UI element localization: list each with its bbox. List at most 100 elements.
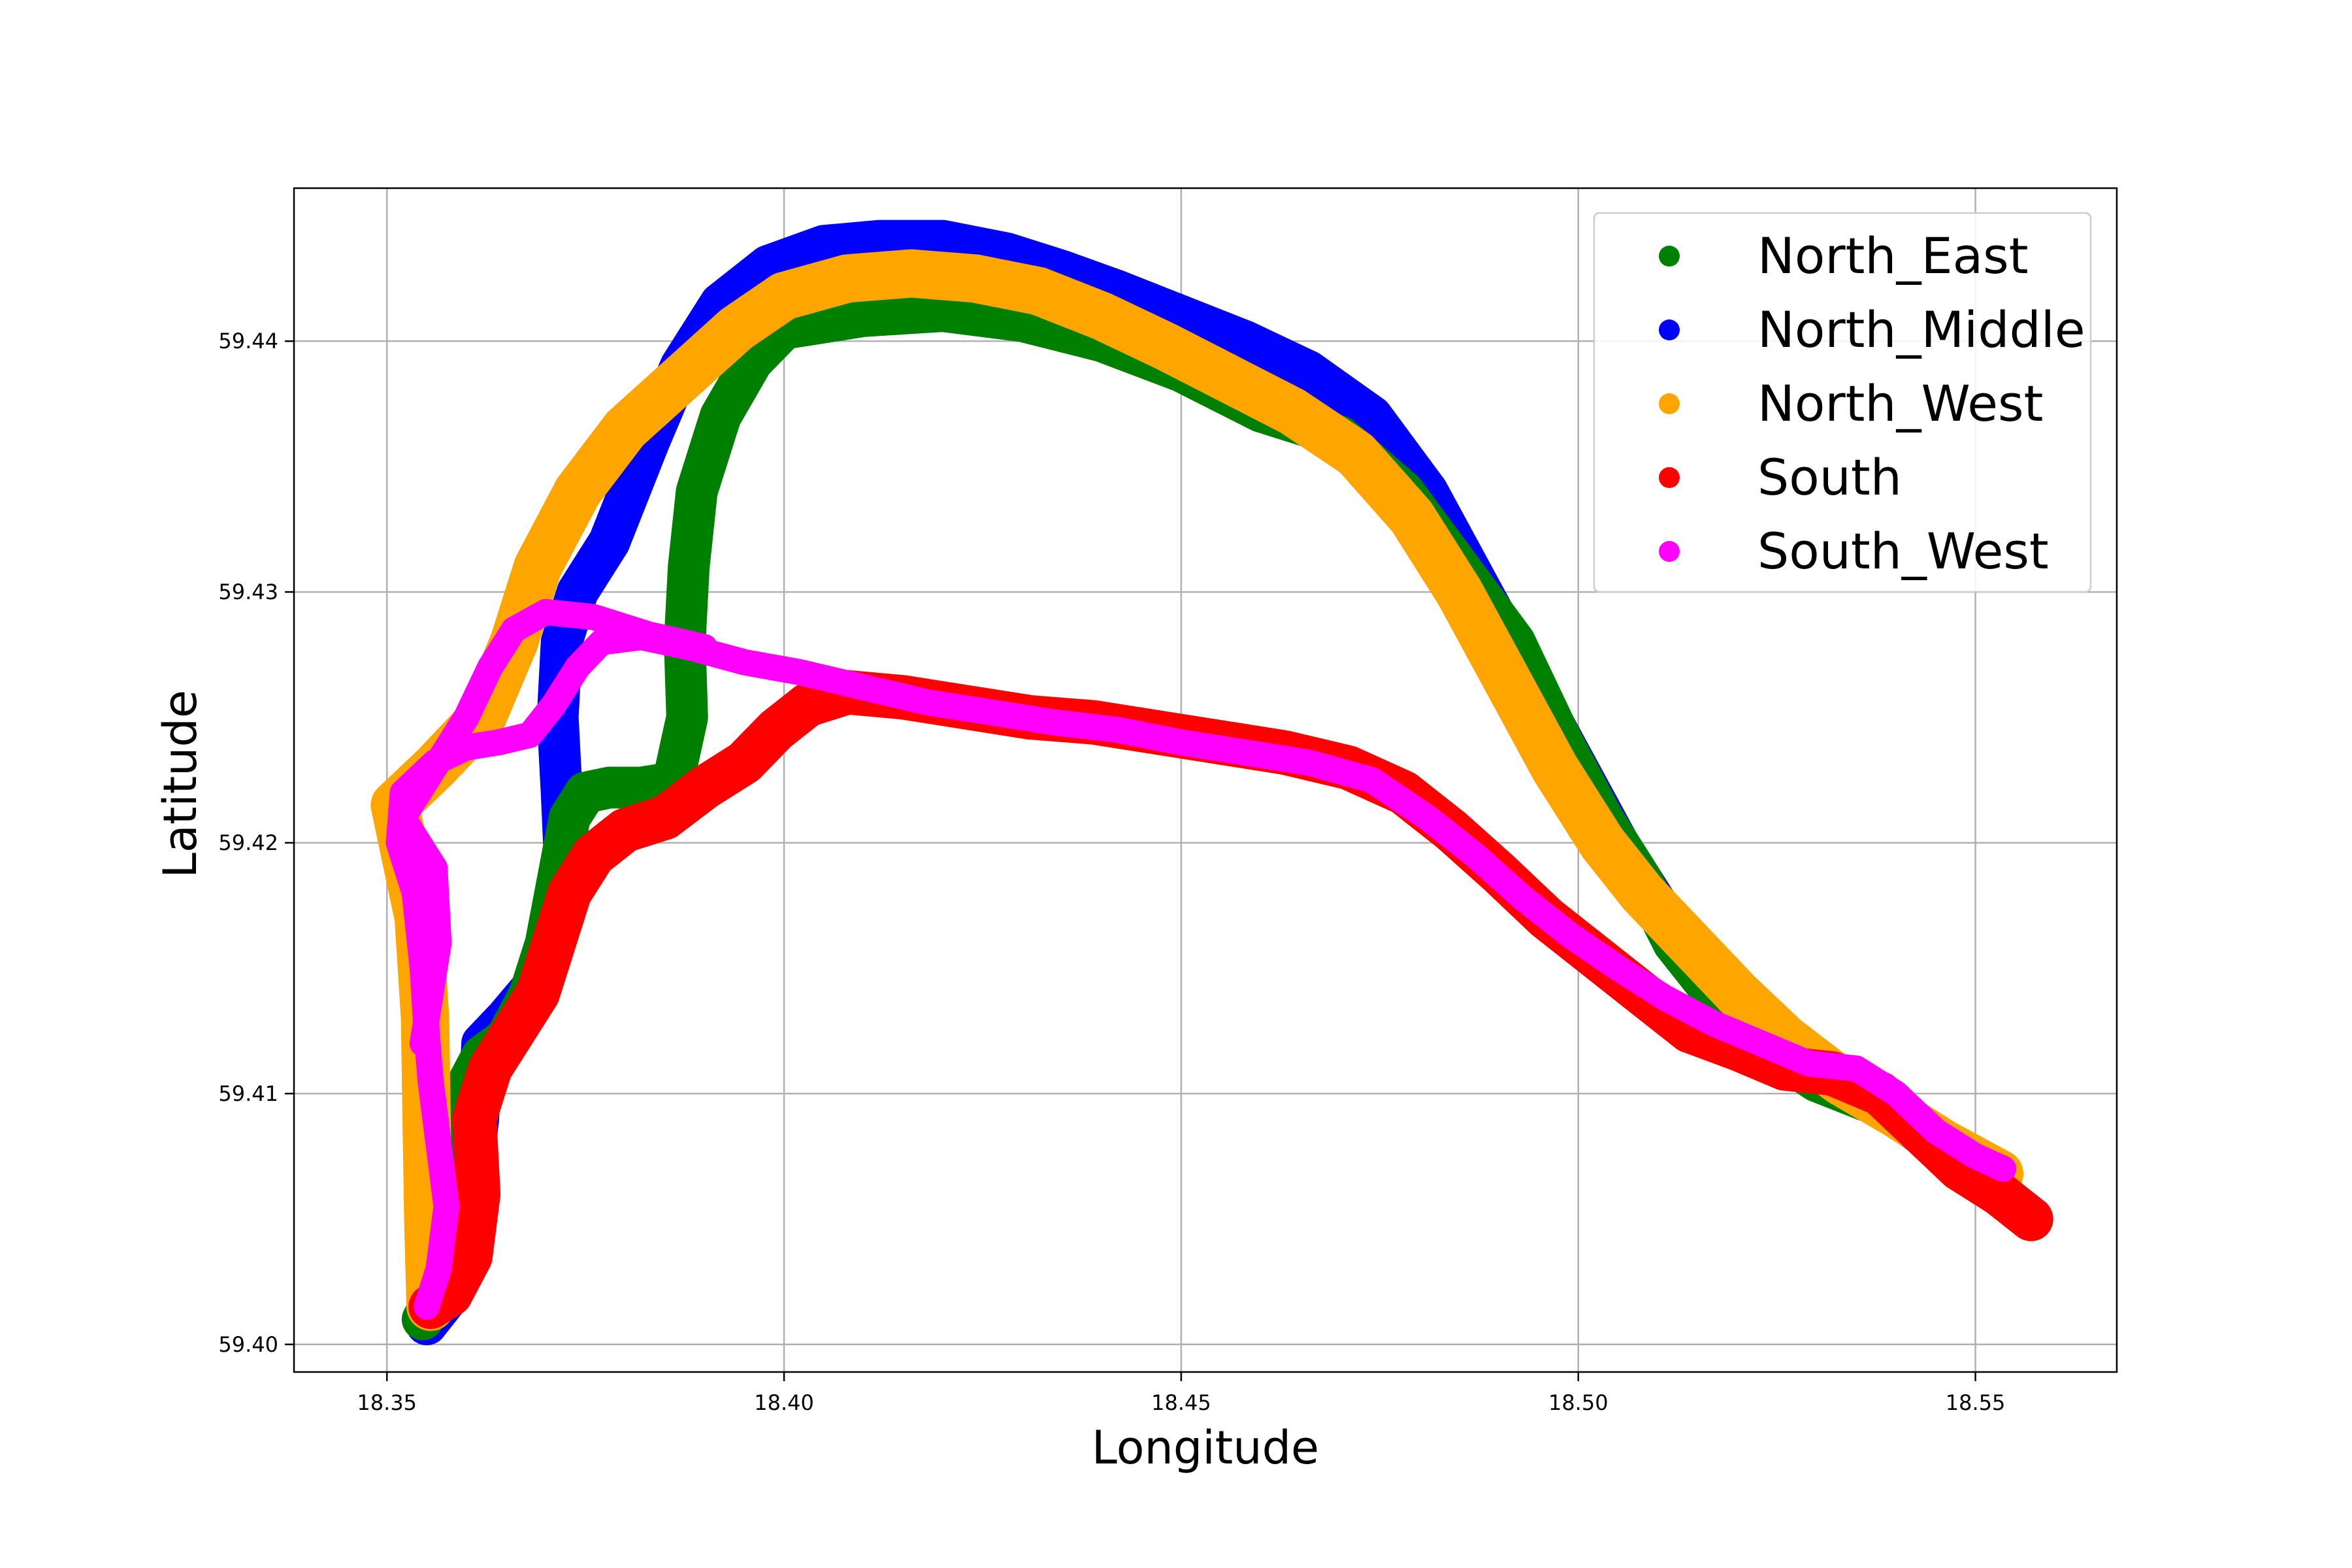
point-south: [2027, 1215, 2035, 1223]
point-south: [470, 1115, 478, 1123]
point-north-east: [683, 713, 691, 721]
point-north-middle: [764, 262, 772, 270]
point-north-west: [534, 563, 542, 571]
point-south: [534, 989, 542, 998]
point-south: [474, 1190, 482, 1198]
point-north-west: [732, 325, 741, 333]
point-south-west: [1423, 813, 1431, 822]
point-north-east: [581, 789, 590, 797]
point-south-west: [427, 1077, 435, 1085]
point-south-west: [1852, 1064, 1861, 1073]
point-south-west: [442, 1202, 451, 1211]
point-south: [661, 813, 669, 822]
point-south-west: [1177, 738, 1185, 747]
point-south-west: [1113, 726, 1122, 734]
point-north-west: [1224, 374, 1233, 383]
point-north-west: [843, 274, 852, 283]
legend: North_East North_Middle North_West South Sou…: [1593, 212, 2092, 593]
point-south-west: [796, 668, 804, 676]
point-north-east: [685, 563, 693, 571]
point-south-west: [574, 663, 581, 672]
point-north-west: [1455, 588, 1463, 596]
point-north-east: [716, 412, 725, 421]
point-north-west: [1598, 839, 1607, 847]
legend-label-north-east: North_East: [1757, 227, 2029, 285]
point-north-east: [780, 325, 789, 333]
point-south-west: [923, 698, 931, 706]
point-north-middle: [1367, 412, 1376, 421]
point-north-west: [1407, 512, 1416, 521]
plot-area: [370, 220, 2053, 1346]
point-south-west: [1050, 718, 1058, 727]
point-south-west: [1709, 1019, 1718, 1028]
point-north-west: [780, 292, 789, 301]
point-south-west: [1892, 1089, 1900, 1098]
legend-label-north-west: North_West: [1757, 374, 2043, 433]
x-tick-label: 18.55: [1946, 1390, 2006, 1415]
point-south-west: [1471, 851, 1479, 860]
point-north-west: [1638, 889, 1646, 897]
legend-marker-south: [1659, 467, 1680, 488]
x-tick-label: 18.45: [1151, 1390, 1211, 1415]
point-south-west: [597, 638, 606, 646]
point-north-middle: [1177, 312, 1185, 320]
point-south-west: [494, 738, 502, 747]
y-tick-label: 59.40: [218, 1332, 278, 1357]
legend-marker-south-west: [1659, 541, 1680, 562]
point-south-west: [1971, 1152, 1980, 1160]
point-south-west: [1518, 894, 1527, 902]
point-north-east: [637, 783, 645, 792]
legend-label-south: South: [1757, 448, 1902, 506]
point-north-east: [939, 307, 947, 316]
point-south-west: [1757, 1039, 1765, 1048]
point-south-west: [1304, 759, 1313, 767]
point-north-east: [693, 487, 701, 496]
point-north-west: [677, 374, 685, 383]
point-south: [510, 1026, 518, 1035]
point-north-east: [1018, 317, 1026, 325]
point-north-middle: [1241, 337, 1249, 346]
legend-label-north-middle: North_Middle: [1757, 301, 2085, 359]
point-north-middle: [605, 538, 613, 546]
point-south: [700, 783, 709, 792]
point-south-west: [462, 743, 470, 752]
point-north-middle: [819, 242, 828, 250]
point-north-middle: [939, 237, 947, 245]
point-south-west: [1367, 776, 1376, 784]
point-north-middle: [557, 638, 566, 646]
point-south-west: [1661, 994, 1670, 1002]
y-tick-label: 59.42: [218, 830, 278, 855]
x-axis: 18.35 18.40 18.45 18.50 18.55: [357, 1372, 2005, 1415]
point-north-west: [424, 1215, 433, 1223]
series-south-west-track-branch: [389, 598, 718, 1057]
legend-marker-north-middle: [1659, 319, 1680, 340]
legend-marker-north-east: [1659, 246, 1680, 267]
point-south-west: [987, 708, 995, 717]
point-north-west: [1686, 939, 1693, 947]
y-tick-label: 59.41: [218, 1081, 278, 1106]
point-south: [549, 939, 558, 947]
point-south-west: [423, 1303, 431, 1311]
point-north-west: [1550, 763, 1559, 772]
point-south: [621, 826, 629, 834]
point-north-east: [565, 813, 574, 822]
point-north-west: [1352, 449, 1360, 458]
point-north-middle: [716, 299, 725, 308]
point-south: [565, 889, 574, 897]
point-south-west: [740, 658, 749, 666]
point-south: [1955, 1165, 1964, 1173]
point-north-middle: [1058, 267, 1066, 275]
legend-marker-north-west: [1659, 393, 1680, 414]
point-north-middle: [574, 588, 581, 596]
point-south: [740, 759, 749, 767]
x-tick-label: 18.40: [754, 1390, 814, 1415]
point-north-west: [907, 269, 915, 278]
point-north-west: [1733, 989, 1741, 998]
point-south-west: [859, 683, 868, 691]
point-north-west: [1288, 407, 1297, 416]
x-tick-label: 18.35: [357, 1390, 417, 1415]
point-south-west: [1999, 1165, 2008, 1173]
point-south: [446, 1290, 455, 1298]
point-south-west: [395, 839, 403, 847]
